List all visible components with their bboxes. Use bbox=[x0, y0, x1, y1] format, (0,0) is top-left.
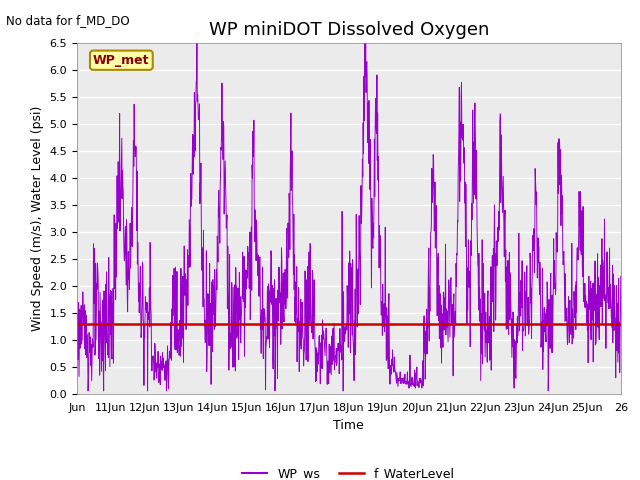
Line: WP_ws: WP_ws bbox=[77, 43, 621, 391]
WP_ws bbox=[316, 333, 323, 338]
X-axis label: Time: Time bbox=[333, 419, 364, 432]
Y-axis label: Wind Speed (m/s), Water Level (psi): Wind Speed (m/s), Water Level (psi) bbox=[31, 106, 44, 331]
WP_ws bbox=[73, 349, 81, 355]
WP_ws bbox=[193, 40, 201, 46]
WP_ws bbox=[138, 331, 145, 336]
WP_ws bbox=[383, 356, 391, 361]
Text: WP_met: WP_met bbox=[93, 54, 150, 67]
Title: WP miniDOT Dissolved Oxygen: WP miniDOT Dissolved Oxygen bbox=[209, 21, 489, 39]
WP_ws bbox=[617, 273, 625, 279]
WP_ws bbox=[305, 292, 312, 298]
WP_ws bbox=[115, 183, 123, 189]
Text: No data for f_MD_DO: No data for f_MD_DO bbox=[6, 14, 130, 27]
WP_ws bbox=[84, 388, 92, 394]
WP_ws bbox=[326, 341, 333, 347]
Legend: WP_ws, f_WaterLevel: WP_ws, f_WaterLevel bbox=[237, 462, 460, 480]
